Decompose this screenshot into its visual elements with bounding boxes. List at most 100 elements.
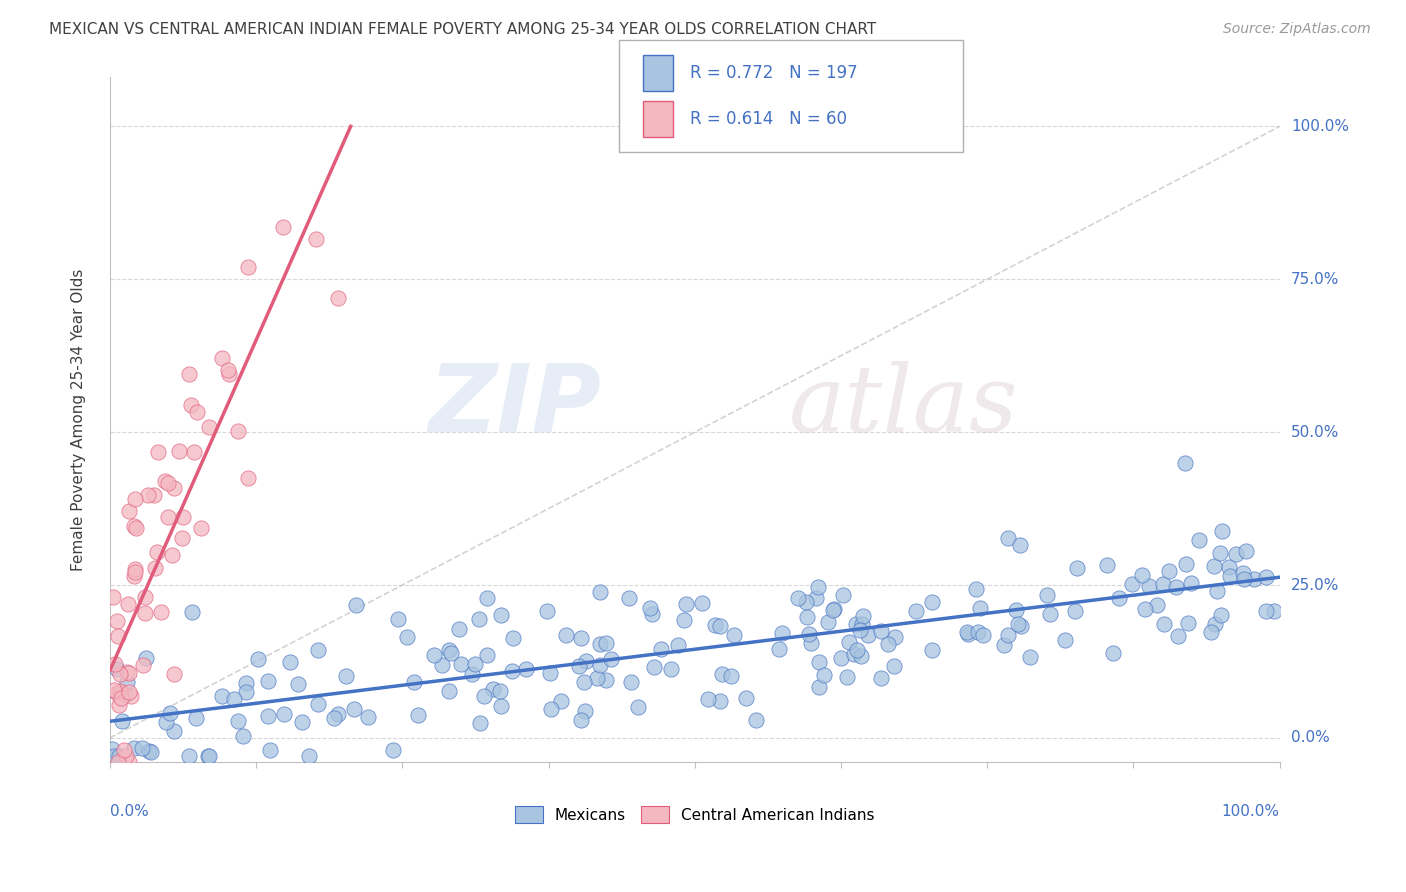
- Point: [107, 629, 129, 643]
- Point: [852, 608, 875, 623]
- Point: [595, 636, 617, 650]
- Point: [770, 625, 793, 640]
- Point: [1218, 560, 1240, 574]
- Text: Source: ZipAtlas.com: Source: ZipAtlas.com: [1223, 22, 1371, 37]
- Text: R = 0.772   N = 197: R = 0.772 N = 197: [690, 64, 858, 82]
- Point: [163, 481, 186, 495]
- Point: [211, 689, 233, 703]
- Point: [1066, 561, 1088, 575]
- Point: [1243, 572, 1265, 586]
- Point: [567, 659, 589, 673]
- Point: [110, 686, 132, 700]
- Point: [103, 749, 125, 764]
- Point: [138, 744, 160, 758]
- Point: [118, 666, 141, 681]
- Text: ZIP: ZIP: [429, 360, 602, 452]
- Point: [115, 675, 138, 690]
- Point: [1256, 604, 1278, 618]
- Point: [450, 657, 472, 671]
- Point: [1234, 544, 1257, 558]
- Text: 100.0%: 100.0%: [1291, 119, 1348, 134]
- Point: [326, 291, 349, 305]
- Point: [572, 675, 595, 690]
- Point: [155, 715, 177, 730]
- Point: [1209, 546, 1232, 560]
- Point: [830, 651, 852, 665]
- Point: [105, 614, 128, 628]
- Point: [536, 604, 558, 618]
- Point: [157, 509, 180, 524]
- Point: [190, 521, 212, 535]
- Point: [1233, 572, 1256, 586]
- Text: 0.0%: 0.0%: [1291, 731, 1330, 746]
- Point: [105, 661, 128, 675]
- Point: [856, 628, 879, 642]
- Point: [1254, 570, 1277, 584]
- Point: [1211, 524, 1233, 539]
- Point: [278, 656, 301, 670]
- Point: [235, 684, 257, 698]
- Text: 25.0%: 25.0%: [1291, 578, 1339, 592]
- Point: [744, 713, 766, 727]
- Point: [110, 691, 132, 706]
- Point: [1039, 607, 1062, 622]
- Point: [849, 648, 872, 663]
- Point: [112, 742, 135, 756]
- Point: [122, 741, 145, 756]
- Point: [477, 591, 499, 606]
- Point: [145, 545, 167, 559]
- Point: [723, 628, 745, 642]
- Point: [1209, 607, 1232, 622]
- Point: [179, 368, 201, 382]
- Point: [117, 598, 139, 612]
- Point: [217, 363, 239, 377]
- Point: [589, 658, 612, 673]
- Point: [589, 637, 612, 651]
- Point: [997, 628, 1019, 642]
- Point: [157, 476, 180, 491]
- Text: 50.0%: 50.0%: [1291, 425, 1339, 440]
- Text: 0.0%: 0.0%: [110, 804, 149, 819]
- Point: [437, 643, 460, 657]
- Point: [1130, 567, 1153, 582]
- Text: atlas: atlas: [789, 361, 1018, 451]
- Point: [135, 650, 157, 665]
- Point: [246, 651, 269, 665]
- Point: [101, 590, 124, 604]
- Point: [183, 444, 205, 458]
- Point: [638, 600, 661, 615]
- Point: [381, 742, 404, 756]
- Point: [1152, 577, 1174, 591]
- Point: [172, 509, 194, 524]
- Point: [124, 565, 146, 579]
- Point: [704, 617, 727, 632]
- Point: [167, 443, 190, 458]
- Point: [710, 666, 733, 681]
- Point: [1164, 580, 1187, 594]
- Point: [870, 671, 893, 685]
- Point: [620, 675, 643, 690]
- Point: [709, 618, 731, 632]
- Point: [904, 605, 927, 619]
- Point: [118, 685, 141, 699]
- Point: [661, 662, 683, 676]
- Point: [1204, 558, 1226, 573]
- Point: [1008, 538, 1031, 552]
- Point: [555, 628, 578, 642]
- Point: [211, 351, 233, 365]
- Point: [997, 532, 1019, 546]
- Point: [617, 591, 640, 606]
- Point: [108, 749, 131, 764]
- Point: [1225, 547, 1247, 561]
- Point: [125, 520, 148, 534]
- Point: [1175, 557, 1198, 571]
- Point: [807, 580, 830, 594]
- Point: [735, 691, 758, 706]
- Point: [475, 648, 498, 662]
- Point: [291, 715, 314, 730]
- Point: [134, 606, 156, 620]
- Point: [406, 708, 429, 723]
- Point: [136, 488, 159, 502]
- Point: [143, 561, 166, 575]
- Point: [574, 704, 596, 718]
